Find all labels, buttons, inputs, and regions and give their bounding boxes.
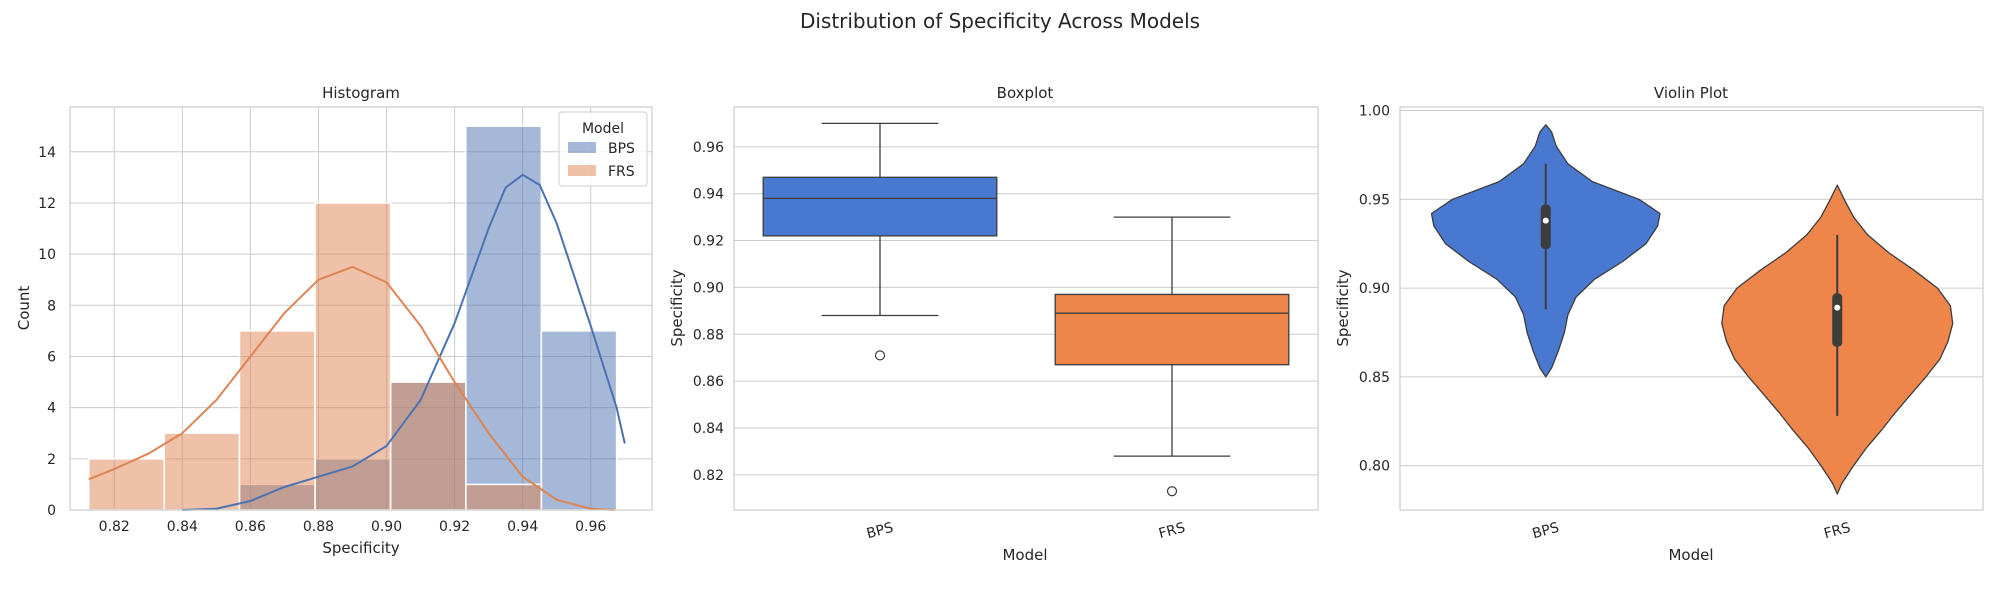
boxplot-grid: [734, 146, 1318, 476]
hist-bar-frs-0: [87, 458, 166, 511]
box-ytick-label-0: 0.82: [693, 468, 724, 484]
boxplot-frame: [733, 106, 1319, 511]
violin-ytick-label-2: 0.90: [1359, 281, 1390, 297]
outlier-bps-0: [874, 350, 886, 361]
box-ytick-label-7: 0.96: [693, 140, 724, 156]
boxplot-boxes: [762, 122, 1290, 497]
violin-shapes: [1430, 124, 1954, 495]
hist-xtick-label-5: 0.92: [439, 519, 470, 535]
boxplot-x-label: Model: [1002, 546, 1047, 564]
hist-bar-frs-5: [465, 483, 543, 511]
hist-ytick-label-6: 12: [38, 196, 56, 212]
violin-ytick-label-0: 0.80: [1359, 459, 1390, 475]
violin-xtick-label-bps: BPS: [1531, 520, 1561, 542]
legend-swatch-frs: [568, 165, 596, 176]
figure-title: Distribution of Specificity Across Model…: [800, 9, 1200, 33]
violin-y-label: Specificity: [1334, 269, 1352, 346]
hist-ytick-label-3: 6: [47, 349, 56, 365]
box-ytick-label-4: 0.90: [693, 280, 724, 296]
box-bps: [762, 176, 998, 237]
violin-ytick-label-4: 1.00: [1359, 104, 1390, 120]
violin-frame: [1399, 106, 1984, 511]
hist-bar-bps-6: [540, 330, 618, 511]
box-ytick-label-5: 0.92: [693, 234, 724, 250]
boxplot-title: Boxplot: [997, 84, 1054, 102]
legend-label-frs: FRS: [608, 164, 635, 180]
violin-panel: Violin Plot BPS FRS 0.800.850.900.951.00 …: [1334, 84, 1984, 564]
hist-xtick-label-1: 0.84: [167, 519, 198, 535]
hist-xtick-label-0: 0.82: [99, 519, 130, 535]
violin-ytick-label-3: 0.95: [1359, 192, 1390, 208]
violin-xtick-label-frs: FRS: [1822, 520, 1852, 542]
kde-line-bps: [182, 173, 626, 511]
violin-iqr-frs: [1832, 293, 1843, 347]
histogram-panel: Histogram 0.82 0.84 0.86 0.88 0.90 0.92 0.94 0.…: [15, 84, 653, 557]
hist-ytick-label-4: 8: [47, 298, 56, 314]
box-frs: [1054, 293, 1290, 366]
hist-xtick-label-3: 0.88: [303, 519, 334, 535]
boxplot-panel: Boxplot BPS FRS 0.820.840.860.880.900.920…: [668, 84, 1319, 564]
hist-xtick-label-7: 0.96: [575, 519, 606, 535]
histogram-x-ticks: 0.82 0.84 0.86 0.88 0.90 0.92 0.94 0.96: [99, 519, 607, 535]
hist-bar-frs-1: [163, 432, 241, 511]
histogram-y-ticks: 0 2 4 6 8 10 12 14: [38, 145, 56, 519]
violin-x-label: Model: [1668, 546, 1713, 564]
histogram-title: Histogram: [322, 84, 400, 102]
hist-ytick-label-0: 0: [47, 503, 56, 519]
histogram-kde-lines: [88, 173, 626, 511]
outlier-frs-0: [1166, 486, 1178, 497]
violin-median-bps: [1542, 217, 1549, 224]
hist-bar-frs-3: [314, 202, 392, 511]
boxplot-y-ticks: 0.82 0.84 0.86 0.88 0.90 0.92 0.94 0.96: [693, 140, 724, 484]
violin-x-ticks: BPS FRS: [1531, 520, 1853, 542]
histogram-legend: Model BPS FRS: [558, 111, 648, 187]
hist-ytick-label-5: 10: [38, 247, 56, 263]
violin-iqr-bps: [1540, 204, 1551, 250]
box-xtick-label-bps: BPS: [865, 520, 895, 542]
box-ytick-label-1: 0.84: [693, 421, 724, 437]
violin-ytick-label-1: 0.85: [1359, 370, 1390, 386]
legend-swatch-bps: [568, 142, 596, 153]
hist-bar-frs-2: [238, 330, 316, 511]
legend-title: Model: [582, 121, 624, 137]
histogram-x-label: Specificity: [322, 539, 399, 557]
violin-median-frs: [1834, 304, 1841, 311]
legend-label-bps: BPS: [608, 141, 635, 157]
box-ytick-label-3: 0.88: [693, 327, 724, 343]
hist-xtick-label-4: 0.90: [371, 519, 402, 535]
kde-line-frs: [88, 265, 615, 511]
box-ytick-label-6: 0.94: [693, 187, 724, 203]
boxplot-y-label: Specificity: [668, 269, 686, 346]
violin-title: Violin Plot: [1654, 84, 1728, 102]
box-xtick-label-frs: FRS: [1157, 520, 1187, 542]
hist-xtick-label-2: 0.86: [235, 519, 266, 535]
hist-ytick-label-7: 14: [38, 145, 56, 161]
hist-ytick-label-1: 2: [47, 452, 56, 468]
box-ytick-label-2: 0.86: [693, 374, 724, 390]
histogram-frame: [69, 106, 653, 511]
hist-xtick-label-6: 0.94: [507, 519, 538, 535]
histogram-y-label: Count: [15, 286, 33, 331]
hist-ytick-label-2: 4: [47, 401, 56, 417]
boxplot-x-ticks: BPS FRS: [865, 520, 1187, 542]
violin-y-ticks: 0.80 0.85 0.90 0.95 1.00: [1359, 104, 1390, 475]
hist-bar-frs-4: [389, 381, 467, 511]
